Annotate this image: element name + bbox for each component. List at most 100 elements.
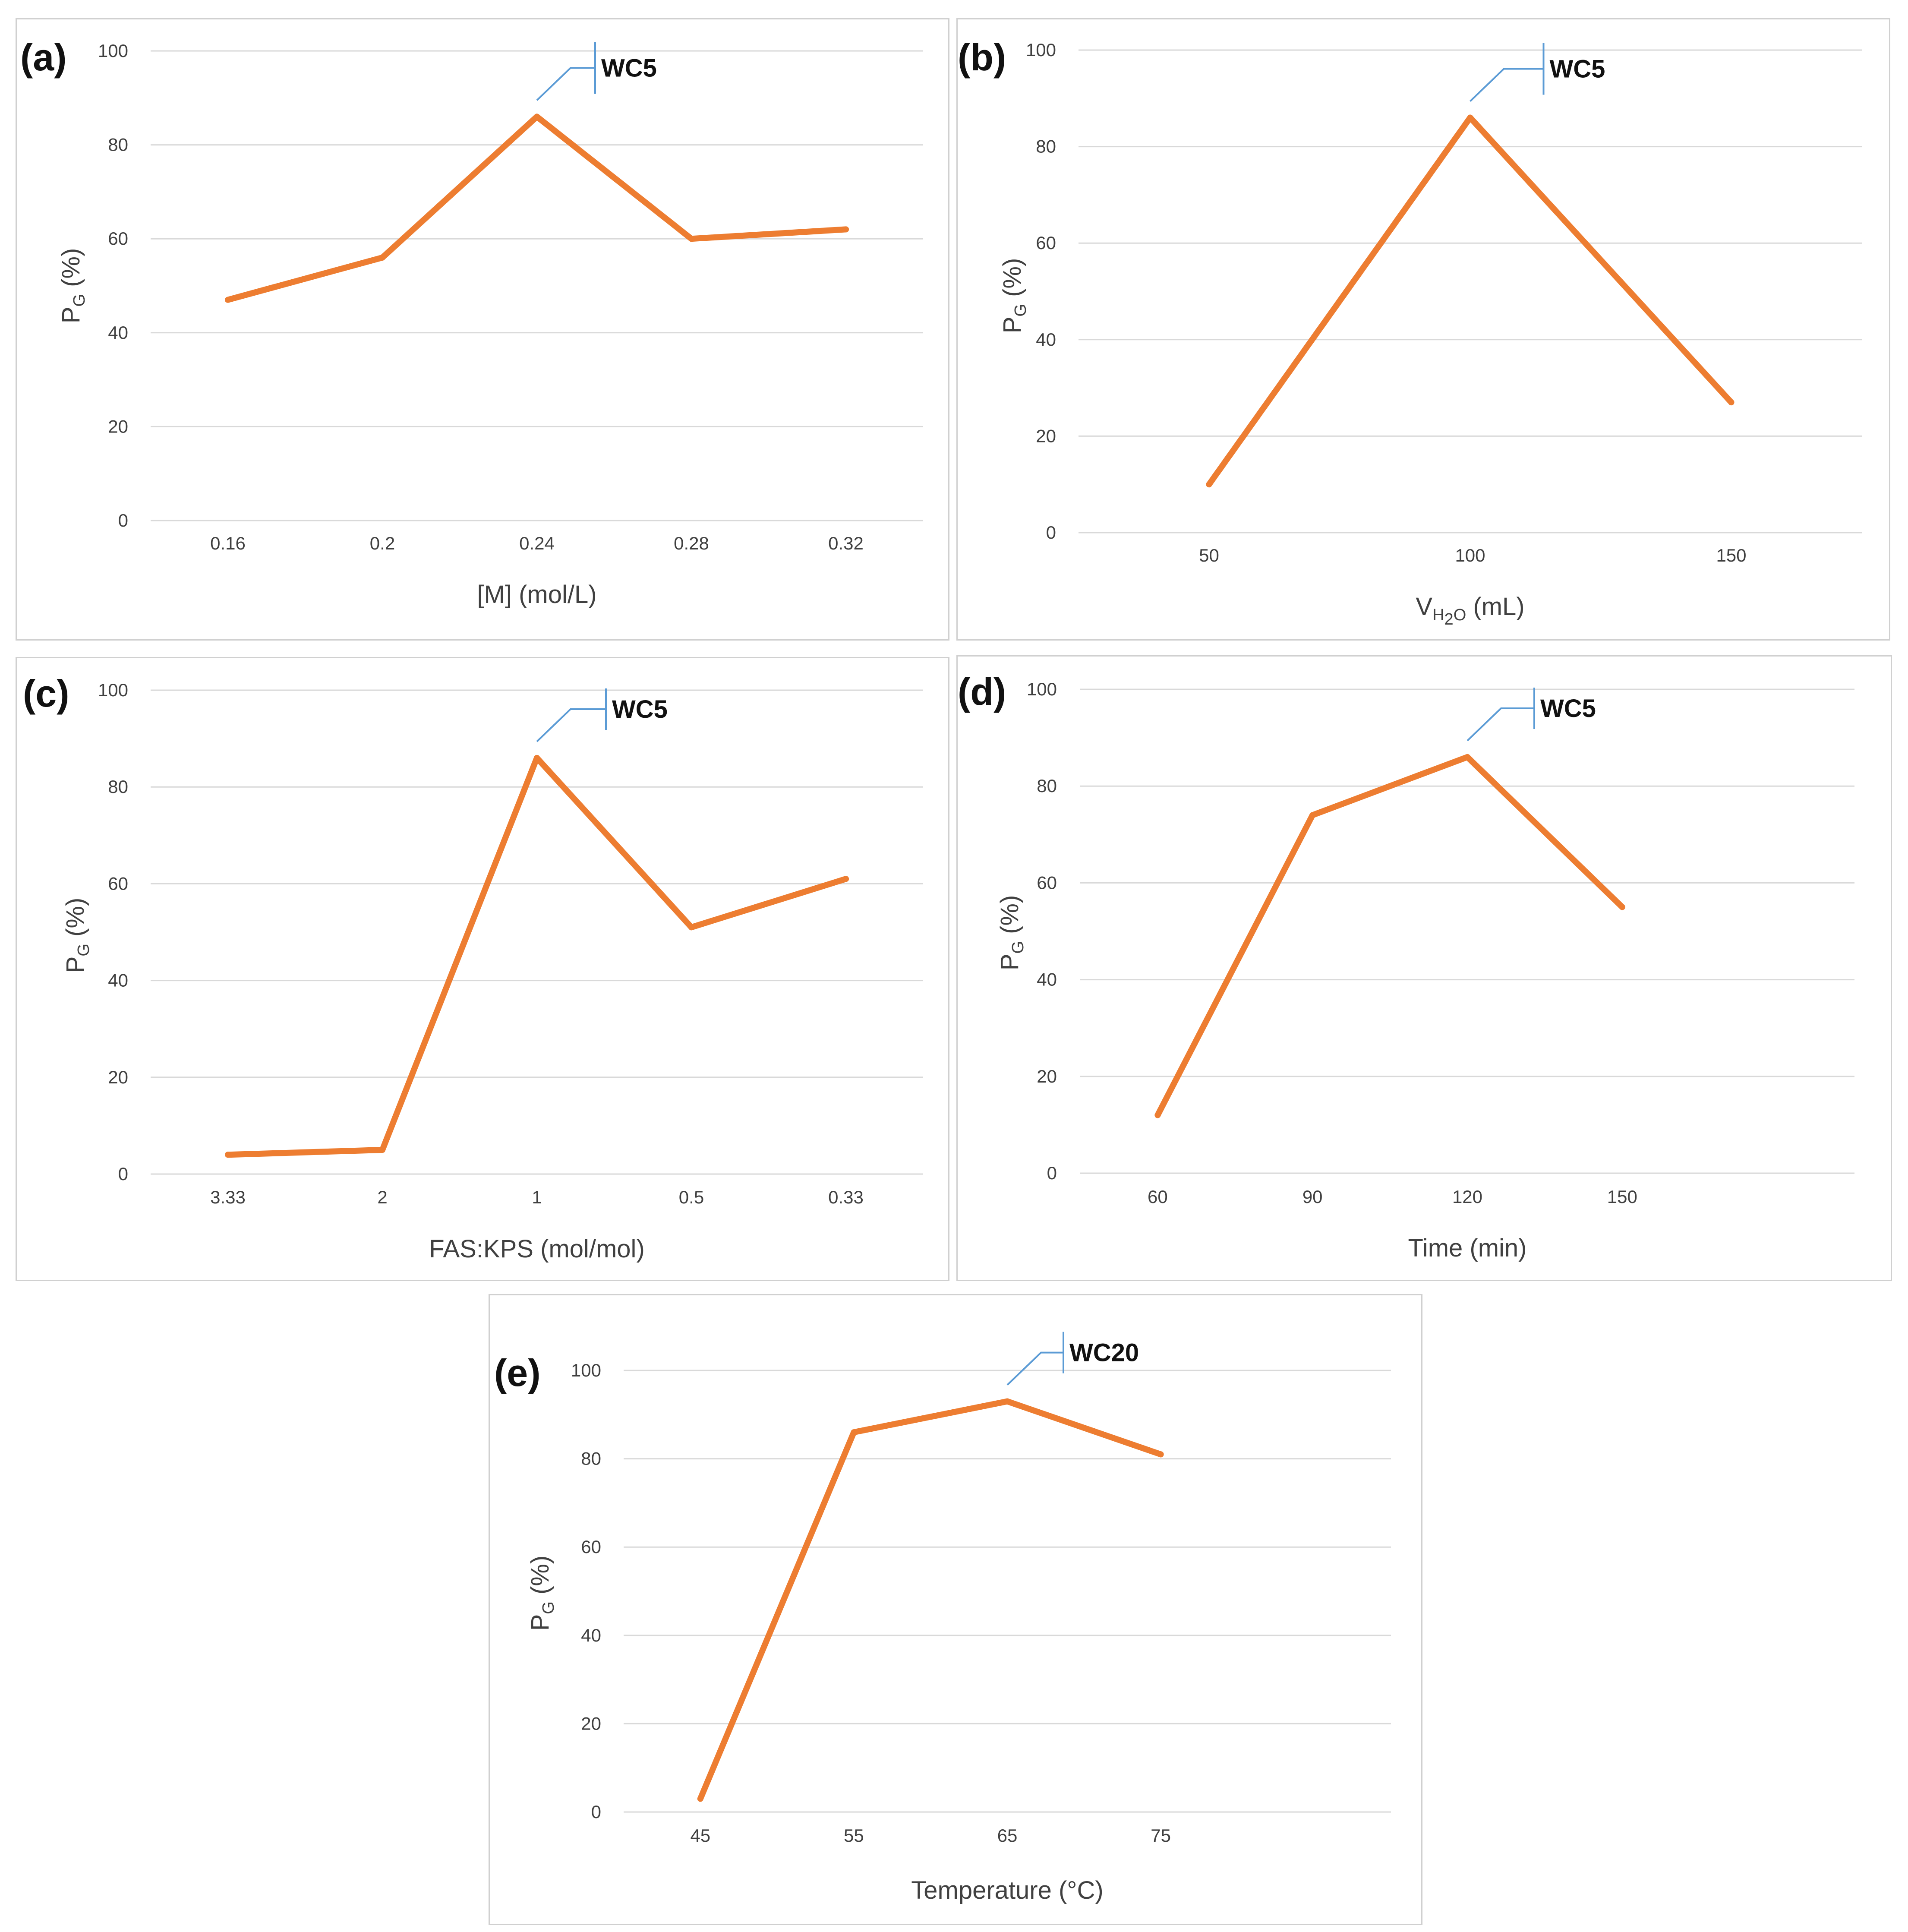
y-tick-label: 20 (581, 1713, 601, 1733)
annotation-leader (536, 688, 607, 742)
y-tick-label: 100 (1027, 679, 1057, 699)
y-tick-label: 0 (1046, 522, 1056, 543)
x-tick-label: 0.33 (828, 1187, 864, 1207)
annotation-label: WC5 (1540, 695, 1596, 723)
x-tick-label: 75 (1151, 1825, 1171, 1846)
panel-label: (e) (494, 1351, 541, 1394)
y-tick-label: 60 (1037, 872, 1057, 893)
panel-label: (a) (20, 36, 67, 79)
y-tick-label: 0 (118, 510, 128, 530)
y-tick-label: 20 (1036, 426, 1056, 446)
chart-e-svg: 0 20 40 60 80 100 45 55 65 75 PG (%) Temperature … (494, 1332, 1391, 1904)
chart-a-svg: 0 20 40 60 80 100 0.16 0.2 0.24 0.28 0.32 PG (%) [… (20, 36, 923, 609)
y-axis-label: PG (%) (996, 895, 1027, 971)
x-tick-label: 0.24 (519, 533, 555, 553)
chart-panel-e: 0 20 40 60 80 100 45 55 65 75 PG (%) Temperature … (489, 1294, 1422, 1925)
y-axis-label: PG (%) (526, 1556, 558, 1631)
x-axis-label: [M] (mol/L) (477, 581, 596, 609)
annotation-label: WC5 (612, 695, 668, 723)
data-point (379, 1146, 385, 1153)
x-tick-label: 3.33 (210, 1187, 246, 1207)
y-tick-label: 100 (1026, 40, 1056, 60)
data-point (688, 924, 694, 931)
y-tick-label: 40 (108, 970, 128, 991)
x-tick-label: 150 (1607, 1187, 1637, 1207)
x-tick-label: 120 (1452, 1187, 1482, 1207)
data-point (225, 1152, 231, 1158)
data-point (379, 254, 385, 261)
data-line (1206, 114, 1735, 488)
panel-label: (d) (958, 670, 1006, 713)
y-tick-label: 0 (118, 1164, 128, 1184)
annotation-label: WC5 (601, 54, 657, 82)
annotation-leader (1466, 687, 1535, 742)
data-point (225, 297, 231, 303)
data-line (225, 114, 849, 303)
chart-d-svg: 0 20 40 60 80 100 60 90 120 150 PG (%) Time (min)… (958, 670, 1854, 1262)
y-axis-label: PG (%) (57, 248, 88, 324)
y-tick-label: 40 (108, 322, 128, 343)
y-tick-label: 20 (108, 1067, 128, 1087)
x-tick-label: 65 (997, 1825, 1018, 1846)
x-tick-label: 0.5 (679, 1187, 704, 1207)
data-line (225, 754, 849, 1158)
data-point (1728, 399, 1735, 406)
x-tick-label: 2 (377, 1187, 387, 1207)
data-point (843, 876, 849, 882)
y-tick-label: 60 (108, 873, 128, 893)
data-point (1157, 1451, 1164, 1458)
x-tick-label: 0.32 (828, 533, 864, 553)
annotation-label: WC20 (1069, 1339, 1139, 1367)
x-axis-label: FAS:KPS (mol/mol) (429, 1235, 645, 1263)
x-tick-label: 0.28 (674, 533, 709, 553)
data-point (1619, 904, 1625, 910)
y-tick-label: 40 (1036, 329, 1056, 350)
y-tick-label: 80 (1037, 776, 1057, 796)
data-line (697, 1398, 1164, 1802)
y-tick-label: 60 (108, 228, 128, 249)
data-point (851, 1429, 857, 1436)
x-tick-label: 150 (1716, 545, 1746, 565)
annotation-leader (1470, 43, 1545, 102)
y-axis-label: PG (%) (61, 898, 93, 973)
x-axis-label: Temperature (°C) (911, 1876, 1103, 1904)
data-point (534, 114, 540, 120)
y-tick-label: 80 (108, 135, 128, 155)
y-tick-label: 20 (1037, 1066, 1057, 1086)
chart-c-svg: 0 20 40 60 80 100 3.33 2 1 0.5 0.33 PG (%) FAS:KPS… (23, 672, 923, 1263)
y-tick-label: 80 (581, 1449, 601, 1469)
x-tick-label: 60 (1148, 1187, 1168, 1207)
y-tick-label: 60 (1036, 233, 1056, 253)
data-line (1154, 754, 1625, 1118)
data-point (534, 754, 540, 761)
y-tick-label: 80 (108, 777, 128, 797)
data-point (1309, 812, 1316, 818)
data-point (1467, 114, 1473, 121)
x-tick-label: 0.2 (370, 533, 395, 553)
panel-label: (b) (958, 36, 1006, 79)
data-point (843, 226, 849, 233)
panel-label: (c) (23, 672, 69, 715)
chart-panel-c: 0 20 40 60 80 100 3.33 2 1 0.5 0.33 PG (%) FAS:KPS… (16, 657, 949, 1281)
data-point (697, 1796, 703, 1802)
data-point (1154, 1112, 1161, 1118)
y-tick-label: 40 (581, 1625, 601, 1645)
y-axis-label: PG (%) (998, 258, 1030, 334)
chart-panel-d: 0 20 40 60 80 100 60 90 120 150 PG (%) Time (min)… (956, 655, 1892, 1281)
x-tick-label: 100 (1455, 545, 1485, 565)
annotation-label: WC5 (1550, 55, 1605, 83)
data-point (1004, 1398, 1010, 1405)
data-point (1206, 481, 1212, 488)
data-point (1464, 754, 1470, 760)
chart-panel-b: 0 20 40 60 80 100 50 100 150 PG (%) VH2O (mL) WC… (956, 18, 1890, 641)
x-tick-label: 0.16 (210, 533, 246, 553)
data-point (688, 236, 694, 242)
y-tick-label: 20 (108, 416, 128, 436)
y-tick-label: 100 (571, 1360, 601, 1380)
x-tick-label: 55 (844, 1825, 864, 1846)
y-tick-label: 100 (98, 41, 128, 61)
x-tick-label: 45 (690, 1825, 710, 1846)
y-tick-label: 0 (591, 1802, 601, 1822)
y-tick-label: 0 (1047, 1163, 1057, 1183)
x-axis-label: Time (min) (1408, 1234, 1527, 1262)
